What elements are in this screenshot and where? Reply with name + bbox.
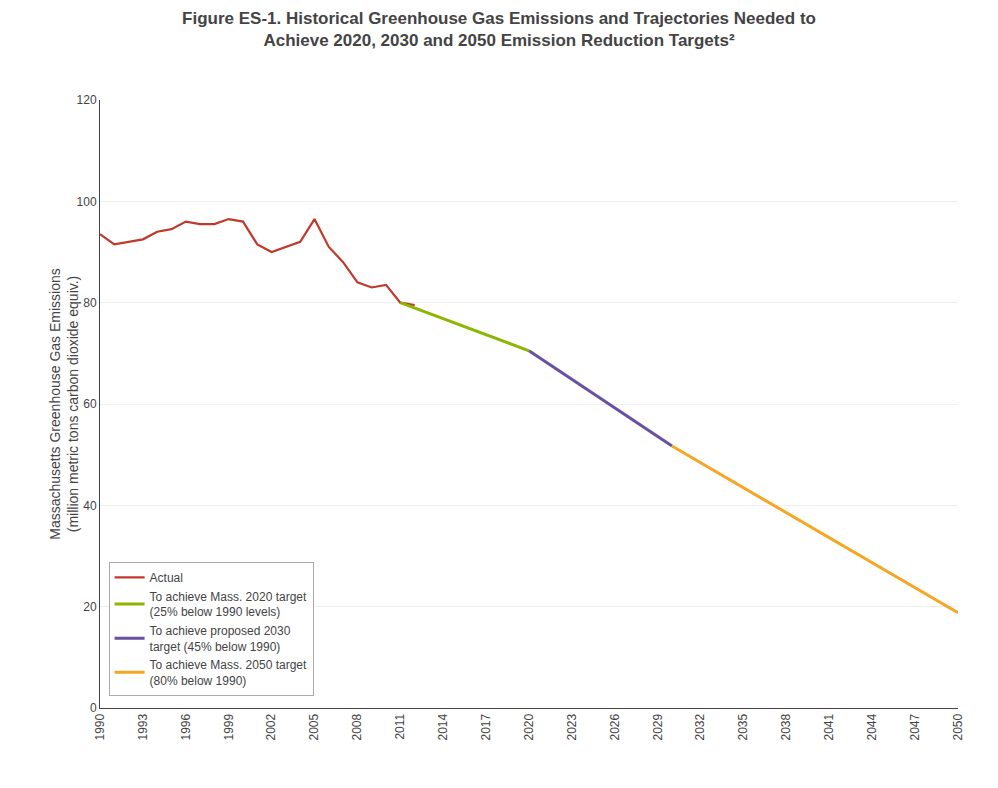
svg-text:100: 100: [77, 195, 97, 209]
svg-text:2014: 2014: [436, 713, 450, 740]
svg-text:1996: 1996: [179, 713, 193, 740]
svg-text:2041: 2041: [822, 713, 836, 740]
svg-text:1999: 1999: [222, 713, 236, 740]
svg-text:2047: 2047: [908, 713, 922, 740]
svg-text:2017: 2017: [479, 713, 493, 740]
svg-text:120: 120: [77, 93, 97, 107]
svg-text:Actual: Actual: [150, 571, 183, 585]
svg-text:2032: 2032: [694, 713, 708, 740]
svg-text:To achieve Mass. 2020 target(2: To achieve Mass. 2020 target(25% below 1…: [150, 590, 307, 620]
svg-text:2035: 2035: [736, 713, 750, 740]
svg-text:2011: 2011: [393, 713, 407, 739]
svg-text:To achieve proposed 2030target: To achieve proposed 2030target (45% belo…: [150, 624, 291, 654]
svg-text:2029: 2029: [651, 713, 665, 740]
svg-text:2008: 2008: [350, 713, 364, 740]
svg-text:2023: 2023: [565, 713, 579, 740]
svg-text:2005: 2005: [307, 713, 321, 740]
svg-text:20: 20: [83, 600, 97, 614]
svg-text:2002: 2002: [265, 713, 279, 740]
svg-text:60: 60: [83, 397, 97, 411]
svg-text:2044: 2044: [865, 713, 879, 740]
svg-text:Figure ES-1. Historical Greenh: Figure ES-1. Historical Greenhouse Gas E…: [182, 9, 816, 50]
svg-text:2020: 2020: [522, 713, 536, 740]
svg-text:2050: 2050: [951, 713, 965, 740]
svg-text:80: 80: [83, 296, 97, 310]
svg-text:To achieve Mass. 2050 target(8: To achieve Mass. 2050 target(80% below 1…: [150, 658, 307, 688]
svg-text:Massachusetts Greenhouse Gas E: Massachusetts Greenhouse Gas Emissions(m…: [47, 268, 81, 540]
svg-text:1993: 1993: [136, 713, 150, 740]
svg-text:2026: 2026: [608, 713, 622, 740]
svg-text:40: 40: [83, 499, 97, 513]
svg-text:0: 0: [90, 701, 97, 715]
svg-text:1990: 1990: [93, 713, 107, 740]
svg-text:2038: 2038: [779, 713, 793, 740]
